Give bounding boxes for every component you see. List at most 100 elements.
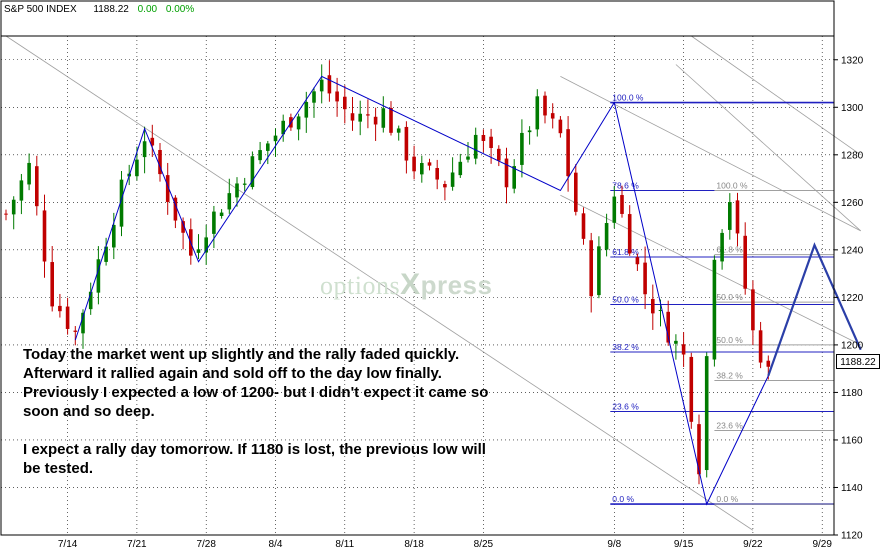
candle-down-body — [550, 113, 555, 119]
note-paragraph-2: I expect a rally day tomorrow. If 1180 i… — [23, 441, 486, 477]
candle-down-body — [689, 356, 694, 422]
candle-up-body — [273, 135, 278, 142]
trendline-layer — [74, 75, 862, 506]
candle-up-body — [396, 128, 401, 133]
y-tick-label: 1180 — [841, 388, 863, 399]
candle-up-body — [266, 143, 270, 151]
candle-down-body — [497, 148, 501, 161]
fib-level-label: 0.0 % — [612, 494, 634, 504]
price-change-pct: 0.00% — [165, 4, 195, 15]
candles-layer — [4, 60, 771, 485]
candle-up-body — [420, 163, 424, 175]
candle-down-body — [327, 75, 332, 94]
candle-down-body — [620, 195, 624, 214]
candle-down-body — [443, 184, 447, 188]
plot-frame — [0, 35, 835, 536]
y-tick-label: 1260 — [841, 198, 864, 209]
candle-up-body — [27, 162, 31, 185]
candle-up-body — [242, 183, 247, 185]
candle-up-body — [227, 193, 232, 210]
note-paragraph-1: Today the market went up slightly and th… — [23, 346, 489, 420]
fibonacci-layer: 100.0 % 78.6 % 61.8 % 50.0 % 38.2 % 23.6 % 0.0… — [610, 93, 834, 505]
candle-up-body — [19, 180, 24, 201]
candle-up-body — [196, 249, 201, 253]
candle-up-body — [612, 196, 617, 223]
candle-down-body — [543, 95, 547, 116]
fib-level-label: 100.0 % — [612, 93, 644, 103]
candle-down-body — [735, 200, 740, 234]
candle-up-body — [235, 183, 239, 198]
candle-up-body — [96, 259, 101, 293]
candle-down-body — [581, 213, 586, 239]
candle-down-body — [50, 262, 54, 307]
fib-level-label: 38.2 % — [612, 342, 639, 352]
x-tick-label: 7/21 — [127, 539, 147, 549]
gray-trendline — [691, 35, 861, 156]
broker-watermark: optionsXpress — [320, 268, 492, 302]
candle-down-body — [73, 330, 78, 332]
candle-down-body — [751, 289, 755, 331]
candle-down-body — [373, 116, 378, 125]
candle-up-body — [142, 141, 147, 158]
fib-secondary-label: 0.0 % — [716, 494, 738, 504]
candle-down-body — [666, 311, 670, 343]
candle-up-body — [88, 291, 93, 310]
candle-down-body — [635, 257, 640, 265]
candle-up-body — [712, 259, 717, 360]
candle-up-body — [450, 172, 455, 187]
candle-up-body — [250, 156, 255, 188]
symbol-label: S&P 500 INDEX — [4, 4, 77, 15]
candle-down-body — [335, 91, 339, 102]
candle-up-body — [381, 108, 386, 128]
candle-up-body — [11, 199, 16, 215]
x-tick-label: 8/4 — [269, 539, 283, 549]
y-tick-label: 1200 — [841, 340, 864, 351]
candle-down-body — [350, 113, 355, 121]
candle-down-body — [35, 166, 39, 207]
candle-down-body — [651, 298, 655, 314]
candle-up-body — [281, 120, 285, 135]
fib-secondary-label: 38.2 % — [716, 371, 743, 381]
candle-down-body — [165, 175, 170, 202]
candle-up-body — [658, 310, 663, 312]
candle-down-body — [4, 213, 8, 215]
candle-down-body — [766, 360, 771, 367]
candle-up-body — [219, 212, 224, 216]
x-tick-label: 9/8 — [607, 539, 621, 549]
y-tick-label: 1240 — [841, 245, 864, 256]
x-tick-label: 8/25 — [474, 539, 494, 549]
fib-secondary-label: 23.6 % — [716, 420, 743, 430]
x-tick-label: 7/28 — [196, 539, 216, 549]
watermark-press: press — [420, 270, 493, 300]
candle-down-body — [343, 96, 347, 110]
candle-up-body — [304, 101, 309, 118]
candle-up-body — [473, 134, 478, 159]
candle-down-body — [412, 156, 416, 172]
y-tick-label: 1300 — [841, 103, 864, 114]
candle-up-body — [597, 246, 601, 296]
y-tick-label: 1280 — [841, 150, 864, 161]
watermark-x: X — [400, 268, 421, 301]
candle-up-body — [535, 96, 540, 130]
candle-down-body — [158, 149, 162, 175]
x-tick-label: 9/15 — [674, 539, 694, 549]
fib-secondary-label: 50.0 % — [716, 292, 743, 302]
candle-up-body — [358, 113, 362, 122]
candle-up-body — [728, 202, 732, 230]
candle-up-body — [520, 132, 524, 165]
candle-up-body — [312, 91, 316, 103]
candle-down-body — [435, 168, 439, 180]
candle-up-body — [204, 237, 208, 253]
x-tick-label: 9/29 — [812, 539, 832, 549]
candle-down-body — [58, 305, 62, 312]
candle-down-body — [681, 344, 686, 355]
candle-up-body — [512, 166, 516, 189]
axis-layer: 1320 1300 1280 1260 1240 1220 1200 1180 1160 1140… — [58, 55, 864, 549]
candle-up-body — [112, 224, 116, 248]
candle-down-body — [758, 330, 763, 363]
candle-down-body — [558, 119, 563, 134]
projection-line — [767, 242, 862, 377]
candle-down-body — [589, 240, 593, 297]
candle-up-body — [119, 179, 124, 227]
